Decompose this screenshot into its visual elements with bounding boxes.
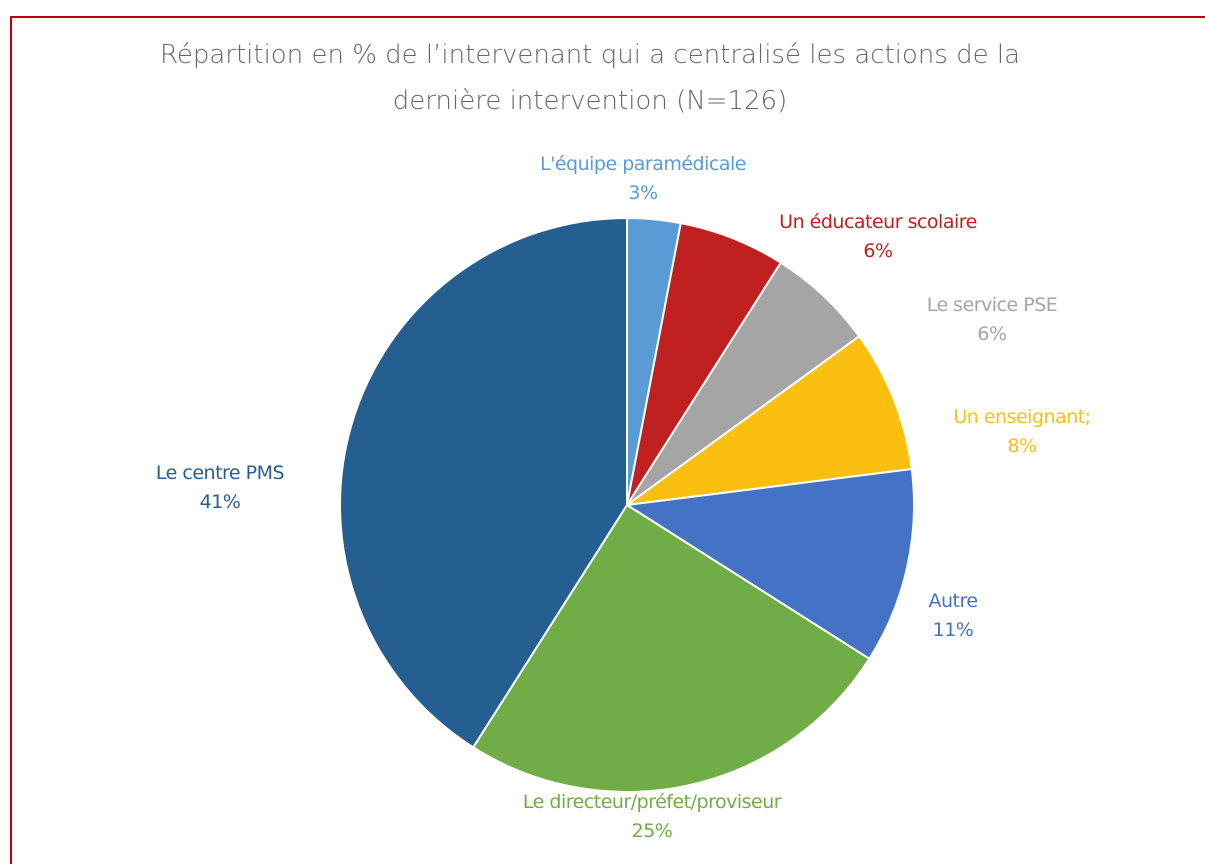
slice-label: Autre — [928, 590, 977, 612]
slice-value-label: 11% — [933, 619, 974, 641]
frame — [10, 16, 1205, 864]
slice-label: L'équipe paramédicale — [540, 153, 746, 175]
pie-slice — [626, 334, 913, 506]
slice-label: Un éducateur scolaire — [779, 211, 977, 233]
slice-label: Le directeur/préfet/proviseur — [523, 791, 782, 813]
slice-value-label: 6% — [863, 240, 892, 262]
slice-value-label: 3% — [628, 182, 657, 204]
slice-value-label: 41% — [200, 491, 241, 513]
slice-value-label: 8% — [1007, 435, 1036, 457]
pie-slice — [624, 467, 915, 661]
slice-label: Le service PSE — [927, 294, 1058, 316]
slice-label: Un enseignant; — [953, 406, 1090, 428]
slice-value-label: 6% — [977, 323, 1006, 345]
pie-slice — [471, 503, 871, 793]
chart-title: Répartition en % de l’intervenant qui a … — [159, 40, 1021, 116]
slice-value-label: 25% — [632, 820, 673, 842]
pie-slice — [339, 216, 628, 749]
slice-label: Le centre PMS — [156, 462, 284, 484]
